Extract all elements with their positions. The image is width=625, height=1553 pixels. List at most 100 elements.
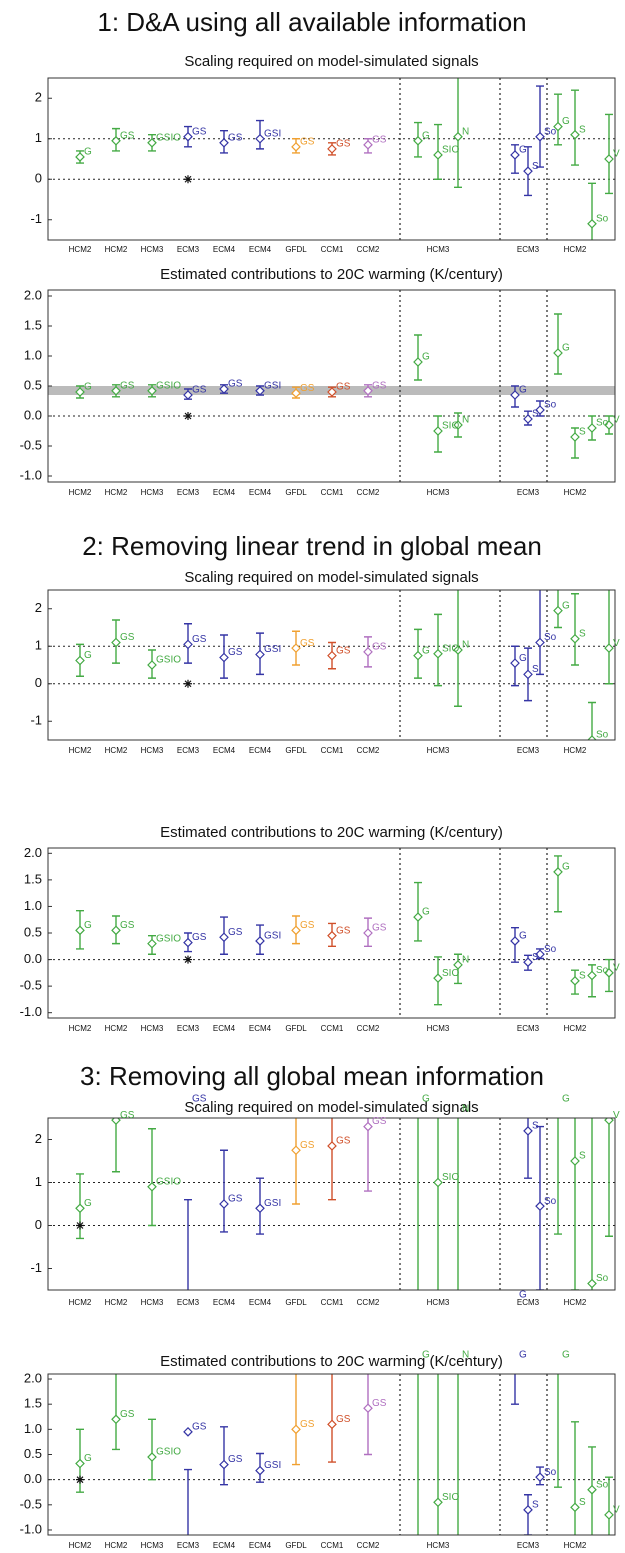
error-bar [417,1118,419,1290]
y-tick-label: 0.5 [24,1446,42,1461]
point-label: G [519,145,527,156]
estimate-marker [147,385,157,396]
estimate-marker [413,650,423,661]
point-label: GSI [264,128,281,139]
panel-title: Scaling required on model-simulated sign… [184,53,478,70]
x-tick-label: HCM2 [69,488,92,497]
x-tick-label: HCM3 [141,1024,164,1033]
y-tick-label: 1.5 [24,1396,42,1411]
y-tick-label: -0.5 [20,437,42,452]
estimate-marker [413,135,423,146]
y-tick-label: -0.5 [20,978,42,993]
section-heading: 2: Removing linear trend in global mean [82,531,542,561]
axes-frame [47,77,616,241]
y-tick-label: 0.0 [24,1471,42,1486]
panel-title: Estimated contributions to 20C warming (… [160,266,503,283]
x-tick-label: HCM3 [427,1024,450,1033]
estimate-marker [433,973,443,984]
x-tick-label: ECM4 [213,1541,236,1550]
point-label: G [519,385,527,396]
x-tick-label: GFDL [285,746,307,755]
y-tick-label: 2.0 [24,1370,42,1385]
point-label: G [422,645,430,656]
estimate-marker [219,384,229,394]
asterisk-marker [76,1221,84,1230]
asterisk-marker [184,955,192,964]
estimate-marker [363,1403,373,1414]
estimate-marker [183,937,193,948]
point-label: GS [228,1194,243,1205]
error-bar [437,1374,439,1535]
point-label: S [532,1121,539,1132]
asterisk-marker [184,175,192,184]
error-bar [457,1374,459,1535]
y-tick-label: 1.0 [24,898,42,913]
estimate-marker [433,426,443,436]
point-label: GS [120,632,135,643]
point-label: S [579,427,586,438]
panel-title: Estimated contributions to 20C warming (… [160,824,503,841]
point-label: G [562,116,570,127]
error-bar [605,590,613,685]
x-tick-label: HCM3 [427,488,450,497]
estimate-marker [570,975,580,986]
estimate-marker [523,669,533,680]
x-tick-label: CCM2 [357,245,380,254]
estimate-marker [570,129,580,140]
plot-area [48,1325,615,1535]
point-label: S [532,664,539,675]
y-tick-label: 1 [35,638,42,653]
error-bar [511,1303,519,1376]
estimate-marker [454,1325,462,1333]
point-label: G [562,343,570,354]
x-tick-label: HCM2 [69,1024,92,1033]
estimate-marker [604,154,614,164]
asterisk-marker [184,679,192,688]
x-tick-label: HCM2 [564,1541,587,1550]
estimate-marker [363,385,373,396]
y-tick-label: 2 [35,600,42,615]
axes-frame [47,1117,616,1291]
point-label: So [544,632,557,643]
estimate-marker [255,936,265,946]
estimate-marker [111,1414,121,1425]
x-tick-label: ECM3 [517,1298,540,1307]
estimate-marker [219,652,229,663]
point-label: So [596,1479,609,1490]
point-label: GSIO [156,933,181,944]
error-bar [184,1468,192,1535]
estimate-marker [291,388,301,399]
error-bar [454,78,462,189]
point-label: G [422,352,430,363]
x-tick-label: ECM4 [213,1298,236,1307]
x-tick-label: HCM3 [141,245,164,254]
error-bar [554,855,562,913]
estimate-marker [327,930,337,941]
y-tick-label: -0.5 [20,1496,42,1511]
asterisk-marker [76,1475,84,1484]
estimate-marker [327,1419,337,1430]
estimate-marker [453,645,463,655]
x-tick-label: ECM4 [213,488,236,497]
point-label: GS [372,1398,387,1409]
x-tick-label: CCM2 [357,1298,380,1307]
x-tick-label: HCM2 [105,746,128,755]
y-tick-label: 1.0 [24,347,42,362]
y-tick-label: 1 [35,1174,42,1189]
point-label: GS [372,642,387,653]
error-bar [437,1118,439,1290]
point-label: S [579,124,586,135]
y-tick-label: 0.0 [24,407,42,422]
estimate-marker [553,121,563,132]
estimate-marker [183,639,193,650]
estimate-marker [255,649,265,660]
point-label: GS [228,927,243,938]
y-tick-label: 2 [35,1131,42,1146]
x-tick-label: ECM4 [249,1024,272,1033]
point-label: GSI [264,644,281,655]
estimate-marker [219,1459,229,1470]
error-bar [571,1118,579,1290]
estimate-marker [587,423,597,433]
point-label: GS [228,647,243,658]
estimate-marker [604,420,614,430]
